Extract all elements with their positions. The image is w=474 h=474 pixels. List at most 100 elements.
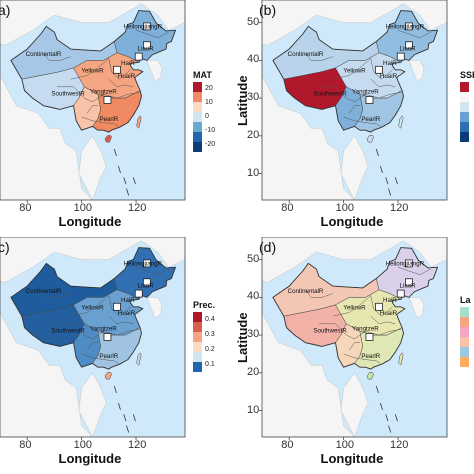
station-marker [396, 289, 405, 298]
legend-swatch [193, 352, 202, 362]
legend-swatch [193, 322, 202, 332]
china-region-taiwan [398, 352, 404, 366]
nine-dash-line [394, 177, 398, 185]
x-axis-title: Longitude [58, 451, 122, 466]
nine-dash-line [375, 148, 379, 156]
y-tick-label: 40 [247, 53, 260, 66]
nine-dash-line [113, 148, 117, 156]
legend-tick-label: -20 [205, 141, 216, 148]
basin-boundary [397, 266, 431, 275]
panel-label: (b) [259, 2, 277, 18]
legend-tick-label: 0 [205, 113, 209, 120]
basin-boundary [43, 289, 71, 298]
basin-boundary [86, 342, 98, 351]
legend-tick-label: 0.2 [205, 345, 215, 353]
y-tick-label: 40 [247, 290, 260, 303]
basin-boundary [57, 86, 139, 103]
nine-dash-line [132, 177, 136, 185]
china-border [272, 10, 439, 133]
plot-frame [0, 0, 186, 201]
legend-swatch [460, 92, 469, 102]
surrounding-land [408, 297, 425, 319]
surrounding-land [408, 60, 425, 82]
legend-swatch [460, 337, 469, 347]
basin-boundary [319, 86, 401, 103]
nine-dash-line [126, 188, 130, 196]
region-label: YangtzeR [90, 89, 117, 96]
nine-dash-line [123, 177, 127, 185]
region-label: SouthwestR [51, 327, 85, 334]
legend-swatch [193, 132, 202, 142]
region-label: YellowR [81, 304, 104, 311]
nine-dash-line [113, 385, 117, 393]
china-border [10, 247, 177, 370]
basin-boundary [135, 266, 169, 275]
legend-swatch [193, 312, 202, 322]
basin-boundary [70, 58, 131, 80]
y-tick-label: 30 [247, 91, 260, 104]
map-panel-a: HeilongjiangR ContinentalR LiaoR HaiR Yellow… [0, 0, 237, 237]
x-axis-title: Longitude [320, 214, 384, 229]
station-marker [375, 65, 383, 74]
region-label: LiaoR [399, 283, 416, 290]
region-label: ContinentalR [288, 288, 324, 295]
map-panel-c: HeilongjiangR ContinentalR LiaoR HaiR Yellow… [0, 237, 237, 474]
panel-label: (d) [259, 239, 277, 255]
y-axis-title: Latitude [235, 312, 250, 363]
basin-boundary [108, 79, 134, 88]
legend-swatch [460, 357, 469, 367]
surrounding-land [340, 135, 369, 200]
legend-title: MAT [193, 70, 212, 80]
station-marker [134, 289, 143, 298]
surrounding-land [262, 312, 355, 437]
legend-swatch [460, 317, 469, 327]
basin-boundary [108, 316, 134, 325]
region-label: PearlR [361, 353, 380, 360]
nine-dash-line [385, 414, 389, 422]
x-tick-label: 80 [19, 439, 32, 451]
region-label: HeilongjiangR [124, 23, 163, 30]
legend-tick-label: 20 [205, 85, 213, 92]
nine-dash-line [388, 188, 392, 196]
basin-boundary [319, 323, 401, 340]
region-label: SouthwestR [313, 90, 347, 97]
region-label: YangtzeR [352, 326, 379, 333]
nine-dash-line [123, 414, 127, 422]
station-marker [405, 41, 413, 50]
china-region-taiwan [136, 115, 142, 129]
legend-swatch [460, 122, 469, 132]
legend-title: SSI [460, 70, 474, 80]
basin-boundary [343, 353, 381, 364]
station-marker [103, 333, 112, 341]
region-label: HeilongjiangR [386, 260, 425, 267]
legend-swatch [193, 112, 202, 122]
nine-dash-line [132, 414, 136, 422]
region-label: YellowR [343, 304, 366, 311]
legend-swatch [460, 82, 469, 92]
region-label: HuaiR [380, 310, 398, 317]
x-tick-label: 120 [128, 202, 147, 214]
basin-boundary [305, 289, 333, 298]
region-label: SouthwestR [51, 90, 85, 97]
legend-swatch [193, 332, 202, 342]
surrounding-land [146, 297, 163, 319]
legend-swatch [193, 82, 202, 92]
region-label: LiaoR [137, 46, 154, 53]
basin-boundary [81, 116, 119, 127]
region-label: ContinentalR [26, 51, 62, 58]
nine-dash-line [117, 402, 121, 410]
legend-title: Prec. [193, 300, 216, 310]
legend-swatch [460, 102, 469, 112]
legend-tick-label: 0.4 [205, 315, 215, 323]
station-marker [405, 22, 413, 31]
station-marker [365, 96, 374, 104]
station-marker [396, 52, 405, 61]
basin-boundary [397, 29, 431, 38]
x-tick-label: 80 [281, 439, 294, 451]
legend-tick-label: 0.1 [205, 360, 215, 368]
nine-dash-line [379, 402, 383, 410]
surrounding-land [262, 237, 447, 283]
region-label: HuaiR [380, 73, 398, 80]
y-tick-label: 10 [247, 403, 260, 416]
